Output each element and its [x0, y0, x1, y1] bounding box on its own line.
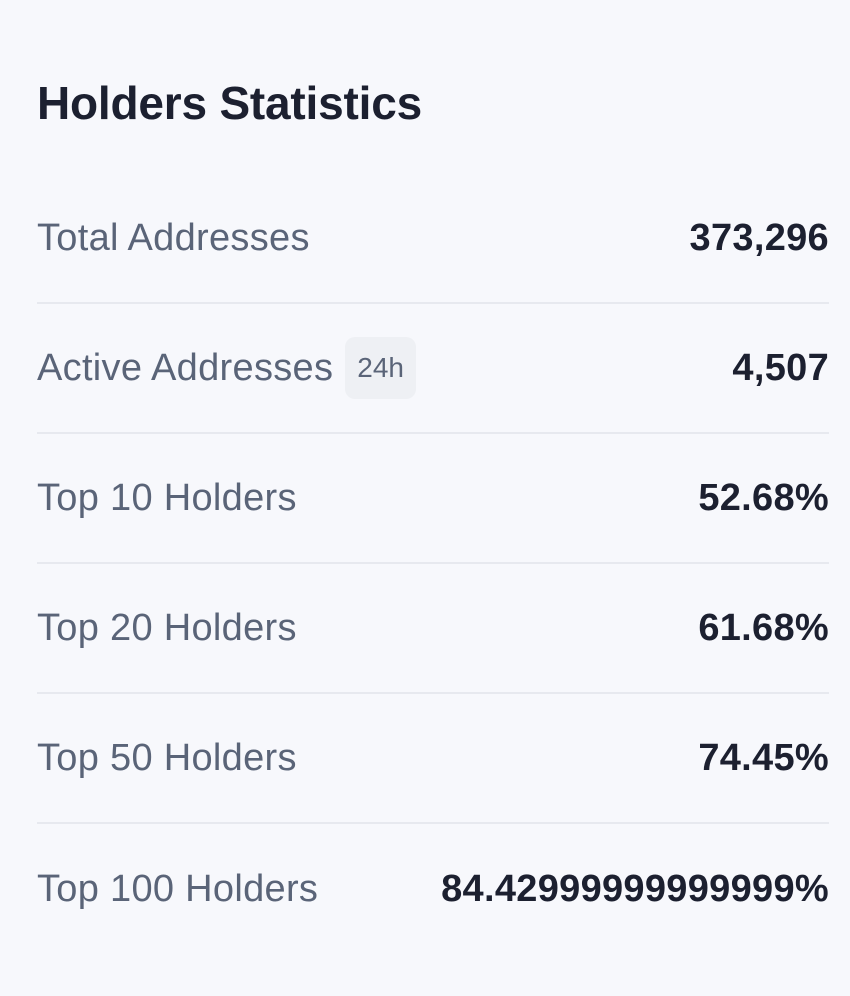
stat-row-top-10-holders: Top 10 Holders 52.68%: [37, 434, 829, 564]
stat-label-group: Top 10 Holders: [37, 477, 297, 520]
stat-label: Active Addresses: [37, 346, 334, 389]
stat-label: Top 50 Holders: [37, 736, 297, 779]
timeframe-badge: 24h: [345, 337, 416, 399]
stat-label: Top 100 Holders: [37, 867, 319, 910]
stat-label-group: Top 20 Holders: [37, 607, 297, 650]
stat-row-top-50-holders: Top 50 Holders 74.45%: [37, 694, 829, 824]
stat-label: Total Addresses: [37, 216, 310, 259]
stat-row-total-addresses: Total Addresses 373,296: [37, 174, 829, 304]
stat-value: 4,507: [732, 346, 829, 389]
stat-row-active-addresses: Active Addresses 24h 4,507: [37, 304, 829, 434]
stat-label-group: Top 100 Holders: [37, 868, 318, 911]
stat-label: Top 10 Holders: [37, 476, 297, 519]
stats-list: Total Addresses 373,296 Active Addresses…: [37, 174, 829, 954]
stat-label-group: Top 50 Holders: [37, 737, 297, 780]
stat-label-group: Active Addresses 24h: [37, 337, 416, 399]
stat-row-top-20-holders: Top 20 Holders 61.68%: [37, 564, 829, 694]
stat-value: 52.68%: [698, 476, 829, 519]
stat-value: 84.42999999999999%: [441, 867, 829, 910]
stat-value: 74.45%: [698, 736, 829, 779]
stat-row-top-100-holders: Top 100 Holders 84.42999999999999%: [37, 824, 829, 954]
panel-title: Holders Statistics: [37, 77, 422, 129]
stat-value: 373,296: [689, 216, 829, 259]
stat-label-group: Total Addresses: [37, 217, 310, 260]
stat-value: 61.68%: [698, 606, 829, 649]
stat-label: Top 20 Holders: [37, 606, 297, 649]
